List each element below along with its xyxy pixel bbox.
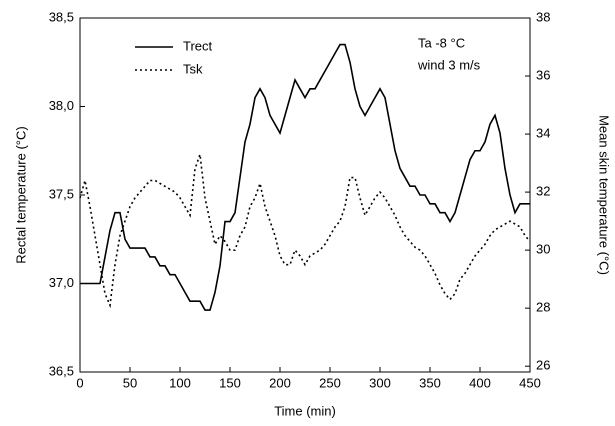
- x-tick-label: 50: [123, 375, 137, 390]
- y2-tick-label: 38: [536, 9, 550, 24]
- x-tick-label: 100: [169, 375, 191, 390]
- x-tick-label: 150: [219, 375, 241, 390]
- annotation: wind 3 m/s: [417, 57, 481, 72]
- y2-tick-label: 36: [536, 67, 550, 82]
- y2-tick-label: 28: [536, 300, 550, 315]
- y2-tick-label: 26: [536, 358, 550, 373]
- x-tick-label: 400: [469, 375, 491, 390]
- y-tick-label: 37,5: [49, 186, 74, 201]
- y-tick-label: 37,0: [49, 275, 74, 290]
- y2-tick-label: 32: [536, 184, 550, 199]
- legend-label: Tsk: [183, 61, 203, 76]
- y-tick-label: 38,5: [49, 9, 74, 24]
- annotation: Ta -8 °C: [418, 35, 465, 50]
- y-tick-label: 36,5: [49, 363, 74, 378]
- legend-label: Trect: [183, 38, 213, 53]
- y2-tick-label: 30: [536, 242, 550, 257]
- x-axis-label: Time (min): [274, 403, 336, 418]
- y-tick-label: 38,0: [49, 98, 74, 113]
- data-line: [79, 154, 531, 309]
- y2-tick-label: 34: [536, 126, 550, 141]
- y2-axis-label: Mean skin temperature (°C): [597, 115, 612, 275]
- x-tick-label: 200: [269, 375, 291, 390]
- x-tick-label: 300: [369, 375, 391, 390]
- x-tick-label: 450: [519, 375, 541, 390]
- y-axis-label: Rectal temperature (°C): [13, 126, 28, 263]
- x-tick-label: 0: [76, 375, 83, 390]
- x-tick-label: 350: [419, 375, 441, 390]
- x-tick-label: 250: [319, 375, 341, 390]
- data-line: [80, 43, 530, 311]
